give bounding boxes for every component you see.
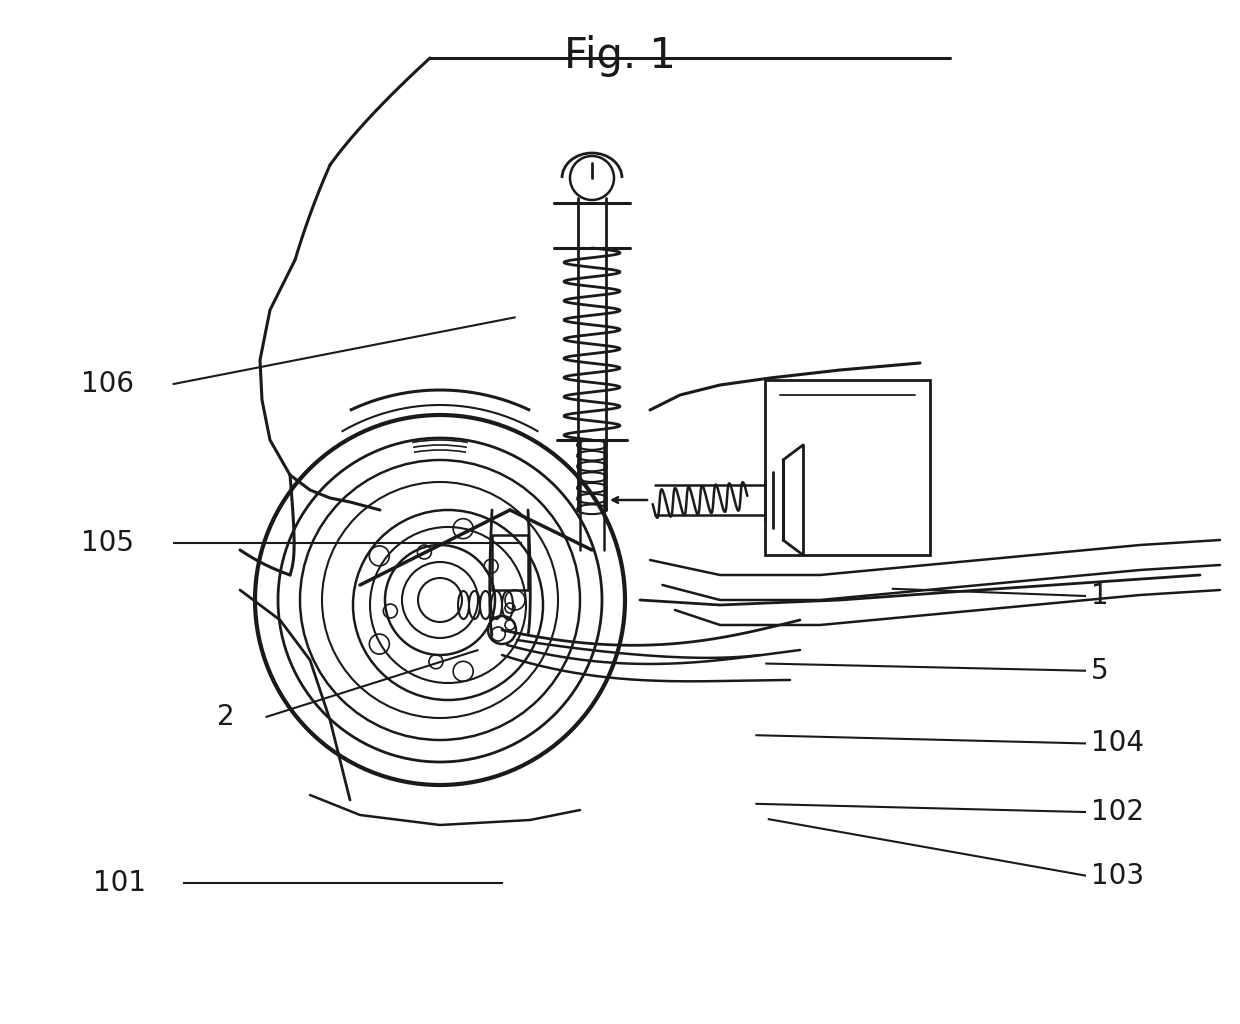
Text: 103: 103 bbox=[1091, 861, 1145, 890]
Text: 2: 2 bbox=[217, 702, 234, 731]
Text: 105: 105 bbox=[81, 528, 134, 557]
Text: 106: 106 bbox=[81, 370, 134, 398]
Text: 1: 1 bbox=[1091, 582, 1109, 610]
Text: 102: 102 bbox=[1091, 798, 1145, 826]
Bar bbox=[492, 535, 528, 590]
Text: 5: 5 bbox=[1091, 656, 1109, 685]
Text: 104: 104 bbox=[1091, 729, 1145, 758]
Text: 101: 101 bbox=[93, 868, 146, 897]
Bar bbox=[765, 380, 930, 555]
Text: Fig. 1: Fig. 1 bbox=[564, 35, 676, 78]
